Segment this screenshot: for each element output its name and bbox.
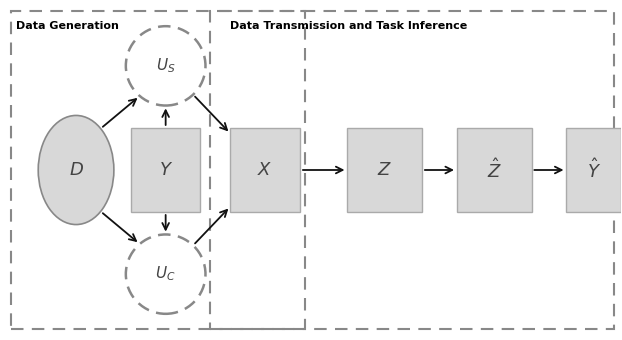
- Text: $Z$: $Z$: [377, 161, 392, 179]
- Text: $U_S$: $U_S$: [156, 56, 175, 75]
- Circle shape: [126, 26, 205, 105]
- Ellipse shape: [38, 116, 114, 224]
- Text: $U_C$: $U_C$: [156, 265, 176, 284]
- FancyBboxPatch shape: [567, 128, 621, 212]
- FancyBboxPatch shape: [457, 128, 532, 212]
- Text: $\hat{Y}$: $\hat{Y}$: [587, 158, 601, 182]
- Text: Data Generation: Data Generation: [16, 21, 119, 31]
- Text: $\hat{Z}$: $\hat{Z}$: [486, 158, 502, 182]
- FancyBboxPatch shape: [230, 128, 300, 212]
- FancyBboxPatch shape: [347, 128, 422, 212]
- Circle shape: [126, 235, 205, 314]
- Text: Data Transmission and Task Inference: Data Transmission and Task Inference: [230, 21, 468, 31]
- Text: $X$: $X$: [258, 161, 273, 179]
- Text: $D$: $D$: [68, 161, 83, 179]
- FancyBboxPatch shape: [131, 128, 200, 212]
- Text: $Y$: $Y$: [159, 161, 173, 179]
